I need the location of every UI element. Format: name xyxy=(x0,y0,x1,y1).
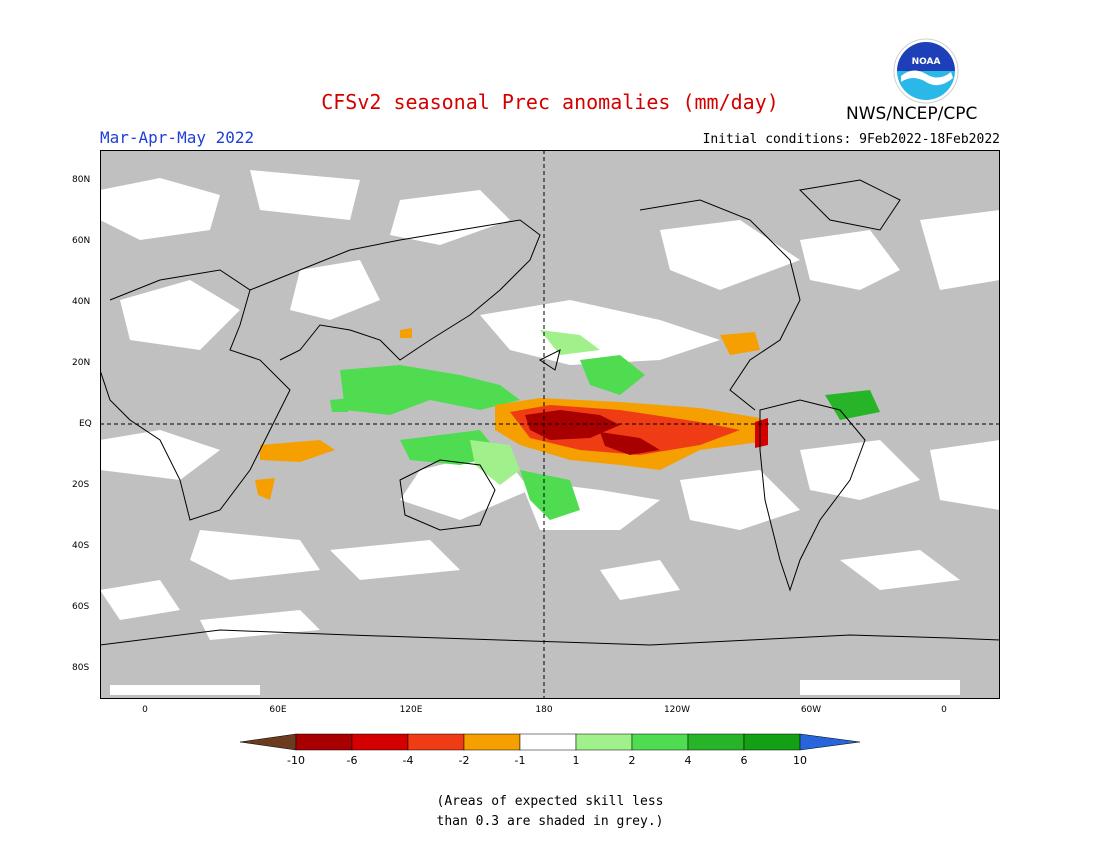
map-title: CFSv2 seasonal Prec anomalies (mm/day) xyxy=(321,90,779,114)
colorbar-cell-8 xyxy=(687,733,745,751)
skill-note: (Areas of expected skill less than 0.3 a… xyxy=(0,792,1100,832)
colorbar-cell-10 xyxy=(799,733,860,751)
map-border xyxy=(100,150,1000,699)
logo-text: NOAA xyxy=(912,57,941,67)
colorbar-label-m10: -10 xyxy=(287,754,305,767)
lat-label-80n: 80N xyxy=(72,175,91,185)
colorbar-cell-9 xyxy=(743,733,801,751)
dry-anomalies xyxy=(255,328,768,500)
colorbar-cell-1 xyxy=(295,733,353,751)
lat-label-40n: 40N xyxy=(72,297,91,307)
lon-label-0-east: 0 xyxy=(941,705,947,715)
lon-label-60w: 60W xyxy=(800,705,822,715)
wet-anomalies xyxy=(330,330,880,520)
colorbar-label-m2: -2 xyxy=(458,754,470,767)
colorbar-cell-2 xyxy=(351,733,409,751)
colorbar-cell-6 xyxy=(575,733,633,751)
season-label: Mar-Apr-May 2022 xyxy=(100,128,255,147)
colorbar-label-10: 10 xyxy=(793,754,807,767)
colorbar xyxy=(240,733,860,751)
lon-label-180: 180 xyxy=(535,705,553,715)
lat-label-40s: 40S xyxy=(72,541,90,551)
noaa-logo: NOAA xyxy=(893,38,959,104)
lon-label-120e: 120E xyxy=(399,705,423,715)
coastlines xyxy=(100,179,1000,646)
precip-anomaly-map xyxy=(100,150,1000,699)
lat-label-60s: 60S xyxy=(72,602,90,612)
colorbar-cell-7 xyxy=(631,733,689,751)
lat-label-80s: 80S xyxy=(72,663,90,673)
skill-note-line1: (Areas of expected skill less xyxy=(436,794,664,809)
colorbar-label-1: 1 xyxy=(572,754,580,767)
white-areas xyxy=(100,170,1000,695)
lat-label-60n: 60N xyxy=(72,236,91,246)
colorbar-label-4: 4 xyxy=(684,754,692,767)
colorbar-label-6: 6 xyxy=(740,754,748,767)
lon-label-0-west: 0 xyxy=(142,705,148,715)
colorbar-cell-0 xyxy=(240,733,297,751)
lat-label-20s: 20S xyxy=(72,480,90,490)
skill-note-line2: than 0.3 are shaded in grey.) xyxy=(436,814,664,829)
colorbar-label-m1: -1 xyxy=(514,754,526,767)
colorbar-label-2: 2 xyxy=(628,754,636,767)
lon-label-120w: 120W xyxy=(663,705,691,715)
lat-label-eq: EQ xyxy=(79,419,92,429)
colorbar-cell-5 xyxy=(519,733,577,751)
agency-label: NWS/NCEP/CPC xyxy=(846,104,978,124)
lat-label-20n: 20N xyxy=(72,358,91,368)
colorbar-cell-4 xyxy=(463,733,521,751)
colorbar-cell-3 xyxy=(407,733,465,751)
colorbar-label-m6: -6 xyxy=(346,754,358,767)
initial-conditions: Initial conditions: 9Feb2022-18Feb2022 xyxy=(702,132,1000,147)
lon-label-60e: 60E xyxy=(269,705,287,715)
colorbar-label-m4: -4 xyxy=(402,754,414,767)
